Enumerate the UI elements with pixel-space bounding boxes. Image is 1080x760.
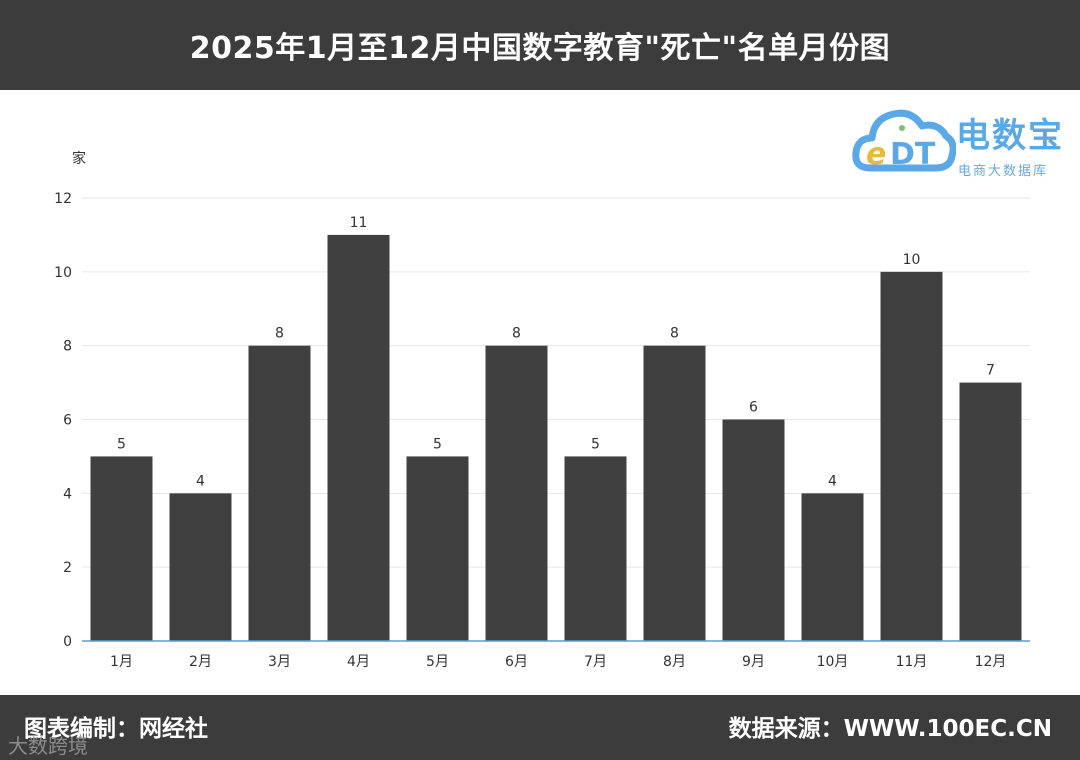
bar: [406, 456, 469, 641]
bar: [959, 382, 1022, 641]
x-tick-label: 7月: [584, 654, 607, 670]
x-tick-label: 10月: [817, 654, 849, 670]
bar: [801, 493, 864, 641]
y-tick-label: 12: [54, 191, 72, 207]
bar-chart: 0 2 4 6 8 10 12 5 1月 4 2月 8 3月 11 4月 5 5月 8 6月 5 7月 8 8月 6 9月 4 10…: [54, 191, 1030, 670]
bar: [248, 345, 311, 641]
data-label: 8: [512, 326, 521, 342]
x-tick-label: 11月: [896, 654, 928, 670]
x-tick-label: 12月: [975, 654, 1007, 670]
logo-tagline: 电商大数据库: [958, 164, 1049, 179]
watermark: 大数跨境: [8, 734, 88, 758]
x-tick-label: 5月: [426, 654, 449, 670]
y-tick-label: 10: [54, 265, 72, 281]
bar: [722, 419, 785, 641]
x-tick-label: 3月: [268, 654, 291, 670]
logo-name: 电数宝: [956, 116, 1064, 156]
brand-logo: e DT 电数宝 电商大数据库: [852, 98, 1074, 182]
data-label: 4: [196, 473, 205, 489]
chart-header: 2025年1月至12月中国数字教育"死亡"名单月份图: [0, 0, 1080, 90]
bar: [327, 234, 390, 641]
bar: [564, 456, 627, 641]
data-label: 5: [433, 436, 442, 452]
data-label: 8: [275, 326, 284, 342]
x-tick-label: 6月: [505, 654, 528, 670]
bar: [90, 456, 153, 641]
y-tick-label: 2: [63, 560, 72, 576]
data-label: 11: [350, 215, 368, 231]
y-axis-unit: 家: [72, 151, 86, 167]
data-label: 10: [903, 252, 921, 268]
data-source: 数据来源：WWW.100EC.CN: [728, 716, 1052, 742]
bar: [880, 271, 943, 641]
svg-text:DT: DT: [890, 137, 936, 172]
bar: [643, 345, 706, 641]
data-label: 5: [117, 436, 126, 452]
data-label: 6: [749, 400, 758, 416]
chart-footer: 图表编制：网经社 数据来源：WWW.100EC.CN: [0, 695, 1080, 760]
bar: [169, 493, 232, 641]
data-label: 4: [828, 473, 837, 489]
data-label: 8: [670, 326, 679, 342]
x-tick-label: 1月: [110, 654, 133, 670]
chart-title: 2025年1月至12月中国数字教育"死亡"名单月份图: [189, 31, 891, 66]
bar: [485, 345, 548, 641]
data-label: 7: [986, 363, 995, 379]
x-tick-label: 2月: [189, 654, 212, 670]
cloud-edt-icon: e DT: [852, 109, 957, 172]
x-tick-label: 8月: [663, 654, 686, 670]
y-tick-label: 0: [63, 634, 72, 650]
chart-credit: 图表编制：网经社: [24, 716, 208, 742]
x-tick-label: 9月: [742, 654, 765, 670]
y-tick-label: 6: [63, 413, 72, 429]
data-label: 5: [591, 436, 600, 452]
y-tick-label: 4: [63, 486, 72, 502]
svg-text:e: e: [866, 137, 886, 172]
x-tick-label: 4月: [347, 654, 370, 670]
y-tick-label: 8: [63, 339, 72, 355]
